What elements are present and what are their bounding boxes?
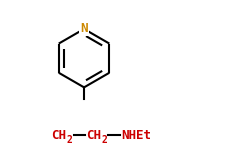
Text: N: N	[80, 22, 88, 35]
Text: NHEt: NHEt	[121, 129, 151, 142]
Text: CH: CH	[52, 129, 67, 142]
Text: 2: 2	[101, 135, 107, 145]
Text: 2: 2	[67, 135, 72, 145]
Text: CH: CH	[86, 129, 102, 142]
